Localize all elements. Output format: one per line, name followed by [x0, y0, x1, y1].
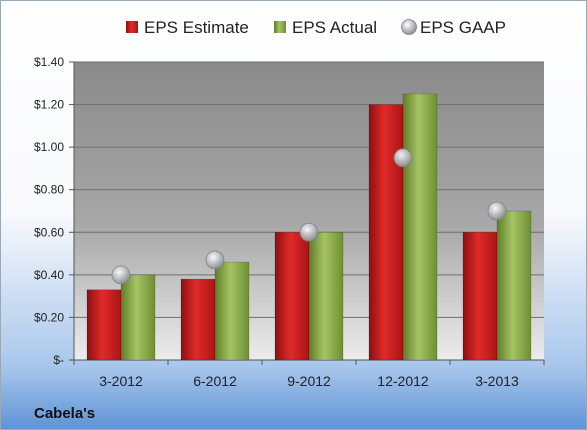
legend: EPS Estimate EPS Actual EPS GAAP: [126, 18, 506, 37]
y-tick-label: $0.40: [34, 268, 64, 282]
actual-bar: [120, 274, 156, 361]
estimate-bar: [274, 231, 310, 361]
gaap-point: [487, 201, 507, 221]
plot-area: $- $0.20 $0.40 $0.60 $0.80 $1.00 $1.20 $1.40 3-2…: [34, 55, 545, 389]
x-tick-label: 3-2013: [475, 373, 519, 389]
actual-bar: [308, 231, 344, 361]
y-tick-label: $0.60: [34, 225, 64, 239]
y-tick-label: $0.20: [34, 310, 64, 324]
y-tick-label: $1.20: [34, 98, 64, 112]
estimate-bar: [180, 278, 216, 361]
gaap-point: [393, 148, 413, 168]
actual-bar: [402, 93, 438, 361]
legend-swatch: [126, 21, 138, 33]
y-tick-label: $0.80: [34, 183, 64, 197]
y-tick-label: $1.00: [34, 140, 64, 154]
gaap-point: [111, 265, 131, 285]
gaap-point: [205, 250, 225, 270]
legend-swatch: [274, 21, 286, 33]
x-tick-label: 6-2012: [193, 373, 237, 389]
x-tick-label: 9-2012: [287, 373, 331, 389]
legend-swatch: [401, 19, 417, 35]
legend-label: EPS Actual: [292, 18, 377, 37]
y-tick-label: $1.40: [34, 55, 64, 69]
gaap-point: [299, 222, 319, 242]
estimate-bar: [368, 104, 404, 361]
estimate-bar: [462, 231, 498, 361]
y-tick-label: $-: [53, 353, 64, 367]
estimate-bar: [86, 289, 122, 361]
legend-label: EPS GAAP: [420, 18, 506, 37]
x-tick-label: 3-2012: [99, 373, 143, 389]
company-label: Cabela's: [34, 405, 95, 422]
actual-bar: [214, 261, 250, 361]
actual-bar: [496, 210, 532, 361]
x-tick-label: 12-2012: [377, 373, 429, 389]
legend-label: EPS Estimate: [144, 18, 249, 37]
